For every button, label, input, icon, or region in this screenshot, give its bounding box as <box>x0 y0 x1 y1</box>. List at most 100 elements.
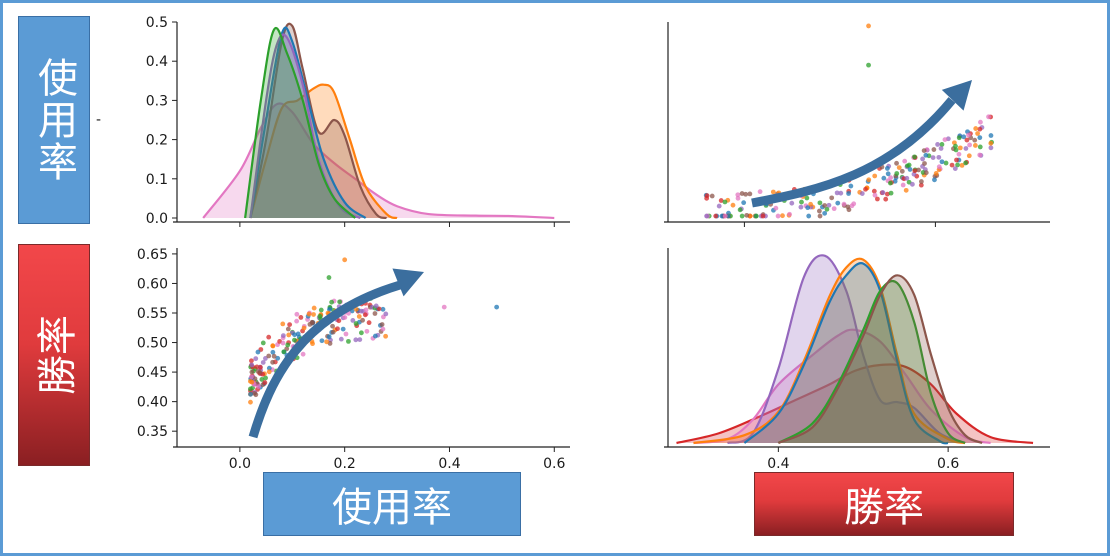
winrate-vs-usage-point <box>330 329 336 335</box>
usage-vs-winrate-point <box>829 195 835 201</box>
col-label-winrate: 勝率 <box>754 472 1014 536</box>
usage-vs-winrate-point <box>939 159 945 165</box>
winrate-vs-usage-x-tick-label: 0.0 <box>229 456 251 472</box>
winrate-density-series-4-line <box>743 262 949 445</box>
usage-density-series-3-line <box>249 26 367 219</box>
usage-vs-winrate-point <box>753 213 759 219</box>
usage-vs-winrate-point <box>824 206 830 212</box>
winrate-vs-usage-point <box>336 318 342 324</box>
winrate-vs-usage-point <box>383 333 389 339</box>
usage-vs-winrate-point <box>953 147 959 153</box>
usage-vs-winrate-point <box>718 198 724 203</box>
usage-vs-winrate-point <box>904 175 910 181</box>
usage-vs-winrate-point <box>737 207 743 213</box>
winrate-vs-usage-y-tick-label: 0.45 <box>137 365 168 381</box>
winrate-vs-usage-point <box>326 334 332 340</box>
usage-vs-winrate-point <box>872 173 878 179</box>
usage-vs-winrate-point <box>798 204 804 210</box>
usage-vs-winrate-point <box>735 195 741 201</box>
winrate-vs-usage-point <box>248 391 253 397</box>
usage-vs-winrate-trend-arrow-head <box>941 80 972 111</box>
usage-vs-winrate-point <box>936 164 942 170</box>
usage-vs-winrate-point <box>952 166 958 171</box>
usage-vs-winrate-point <box>949 162 955 168</box>
winrate-vs-usage-x-tick-label: 0.6 <box>543 456 565 472</box>
winrate-vs-usage-point <box>280 333 286 338</box>
usage-density-series-4-fill <box>250 34 361 218</box>
winrate-vs-usage-point <box>266 365 272 371</box>
usage-vs-winrate-point <box>899 168 905 174</box>
usage-vs-winrate-point <box>704 195 710 201</box>
winrate-vs-usage-point <box>353 321 359 326</box>
winrate-vs-usage-point <box>363 307 369 313</box>
usage-vs-winrate-trend-arrow-shaft <box>751 97 956 208</box>
usage-vs-winrate-point <box>787 211 792 217</box>
winrate-vs-usage-point <box>294 318 300 324</box>
usage-vs-winrate-point <box>896 165 902 170</box>
winrate-vs-usage-point <box>284 346 290 352</box>
winrate-vs-usage-point <box>300 351 306 357</box>
winrate-vs-usage-y-tick-label: 0.40 <box>137 395 168 411</box>
usage-vs-winrate-point <box>822 203 828 208</box>
usage-vs-winrate-point <box>935 142 940 147</box>
winrate-vs-usage-point <box>248 374 254 380</box>
winrate-vs-usage-point <box>330 323 335 329</box>
usage-vs-winrate-point <box>921 148 927 154</box>
usage-vs-winrate-point <box>863 186 868 192</box>
winrate-vs-usage-point <box>311 305 317 311</box>
winrate-vs-usage-point <box>266 334 272 340</box>
usage-density-series-5-fill <box>245 28 356 218</box>
usage-density-series-2-fill <box>250 23 387 218</box>
winrate-vs-usage-y-tick-label: 0.35 <box>137 424 168 440</box>
usage-vs-winrate-point <box>887 180 893 186</box>
winrate-vs-usage-point <box>256 384 262 390</box>
winrate-vs-usage-point <box>335 326 340 332</box>
winrate-density-series-2-line <box>727 254 966 445</box>
winrate-vs-usage-point <box>249 362 255 368</box>
usage-vs-winrate-point <box>973 126 979 131</box>
usage-density-y-tick-label: 0.3 <box>146 93 168 109</box>
winrate-vs-usage-point <box>285 342 291 348</box>
usage-vs-winrate-point <box>977 144 983 150</box>
winrate-vs-usage-point <box>249 369 255 375</box>
winrate-vs-usage-point <box>350 318 356 323</box>
usage-vs-winrate-point <box>841 201 847 207</box>
usage-vs-winrate-point <box>834 190 840 196</box>
usage-vs-winrate-point <box>963 146 969 151</box>
usage-density-series-5-line <box>244 27 356 219</box>
winrate-vs-usage-point <box>275 355 281 361</box>
winrate-vs-usage-point <box>340 326 346 332</box>
usage-vs-winrate-point <box>932 177 937 183</box>
winrate-density-series-1-fill <box>693 329 991 443</box>
usage-vs-winrate-point <box>874 196 880 202</box>
winrate-vs-usage-point <box>318 307 324 313</box>
usage-vs-winrate-point <box>920 156 926 162</box>
usage-vs-winrate-point <box>957 145 963 151</box>
winrate-vs-usage-point <box>249 358 254 364</box>
usage-vs-winrate-point <box>822 210 828 216</box>
winrate-vs-usage-point <box>252 390 257 396</box>
usage-vs-winrate-point <box>722 199 728 205</box>
usage-vs-winrate-point <box>956 151 962 157</box>
usage-density-series-2-line <box>249 22 387 220</box>
winrate-vs-usage-point <box>294 311 300 317</box>
winrate-vs-usage-point <box>311 312 316 317</box>
winrate-vs-usage-point <box>257 365 263 370</box>
winrate-vs-usage-point <box>324 339 330 345</box>
winrate-vs-usage-point <box>301 325 307 331</box>
usage-vs-winrate-point <box>888 190 894 196</box>
usage-vs-winrate-point <box>716 203 722 209</box>
winrate-vs-usage-point <box>255 349 261 355</box>
winrate-density-series-6-fill <box>778 275 983 443</box>
usage-vs-winrate-point <box>831 206 837 212</box>
col-label-usage: 使用率 <box>263 472 521 536</box>
usage-vs-winrate-point <box>977 126 983 132</box>
usage-vs-winrate-point <box>966 153 972 159</box>
usage-vs-winrate-point <box>885 171 891 177</box>
usage-vs-winrate-point <box>743 191 749 197</box>
usage-vs-winrate-point <box>894 171 900 176</box>
winrate-vs-usage-point <box>292 332 298 338</box>
winrate-vs-usage-point <box>343 331 349 337</box>
winrate-vs-usage-point <box>356 314 362 319</box>
